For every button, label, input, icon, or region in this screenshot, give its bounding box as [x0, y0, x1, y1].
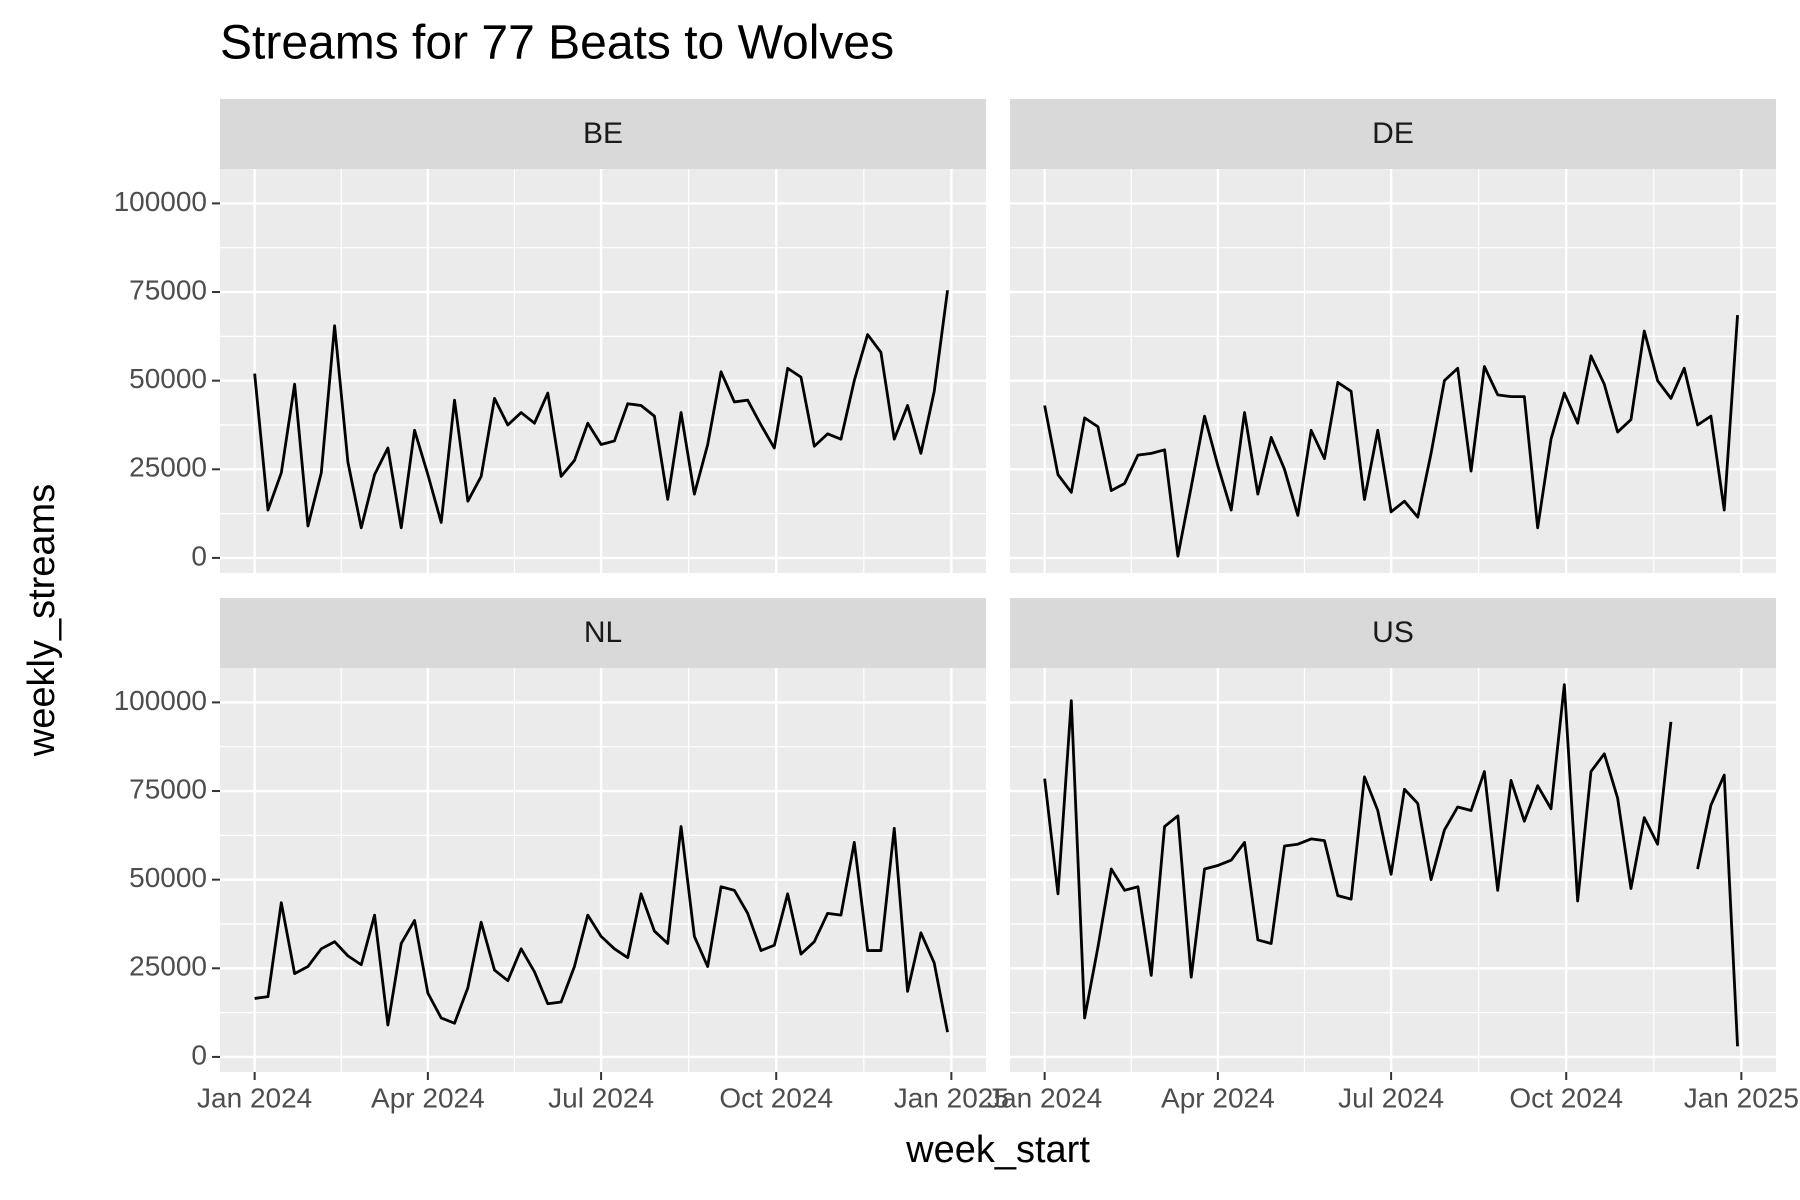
strip [220, 598, 986, 668]
x-tick-label: Jan 2025 [1684, 1082, 1799, 1113]
strip-label: US [1372, 616, 1414, 649]
x-tick-label: Apr 2024 [371, 1082, 485, 1113]
x-tick-label: Apr 2024 [1161, 1082, 1275, 1113]
strip-label: NL [584, 616, 622, 649]
x-tick-label: Jul 2024 [1338, 1082, 1444, 1113]
line [254, 825, 949, 1033]
x-tick-label: Oct 2024 [719, 1082, 833, 1113]
y-tick-label: 25000 [129, 951, 207, 982]
x-tick-label: Oct 2024 [1509, 1082, 1623, 1113]
strip [220, 99, 986, 169]
strip [1010, 99, 1776, 169]
strip-label: DE [1372, 117, 1414, 150]
y-tick-label: 25000 [129, 452, 207, 483]
y-tick-label: 75000 [129, 274, 207, 305]
y-tick-label: 50000 [129, 862, 207, 893]
strip-label: BE [583, 117, 623, 150]
chart-title: Streams for 77 Beats to Wolves [220, 17, 894, 70]
line [253, 290, 949, 530]
x-tick-label: Jul 2024 [548, 1082, 654, 1113]
panel [1010, 169, 1776, 573]
y-tick-label: 0 [191, 1039, 207, 1070]
line [1043, 314, 1739, 558]
strip [1010, 598, 1776, 668]
line [1043, 683, 1739, 1047]
y-tick-label: 50000 [129, 363, 207, 394]
y-axis-title: weekly_streams [21, 484, 63, 757]
y-tick-label: 100000 [114, 685, 207, 716]
y-tick-label: 75000 [129, 773, 207, 804]
panel [220, 169, 986, 573]
y-tick-label: 100000 [114, 186, 207, 217]
x-tick-label: Jan 2025 [894, 1082, 1009, 1113]
x-tick-label: Jan 2024 [987, 1082, 1102, 1113]
y-tick-label: 0 [191, 540, 207, 571]
x-axis-title: week_start [905, 1129, 1090, 1171]
panel [220, 668, 986, 1072]
x-tick-label: Jan 2024 [197, 1082, 312, 1113]
